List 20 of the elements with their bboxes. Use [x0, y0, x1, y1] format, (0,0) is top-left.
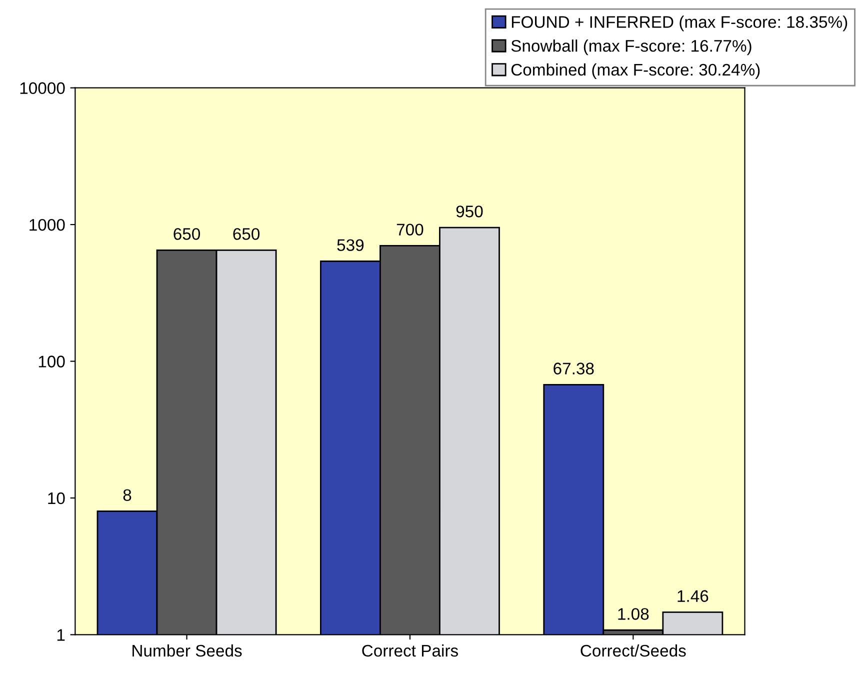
data-label: 67.38 — [554, 362, 594, 374]
y-tick-label: 1 — [57, 629, 65, 641]
y-tick-label: 100 — [38, 356, 65, 368]
data-label: 650 — [174, 228, 200, 240]
x-tick-label: Correct/Seeds — [580, 644, 686, 657]
data-label: 650 — [233, 228, 260, 240]
x-tick-label: Number Seeds — [132, 644, 242, 657]
data-label: 539 — [337, 239, 364, 252]
data-label: 700 — [396, 224, 424, 236]
x-tick-label: Correct Pairs — [362, 644, 458, 657]
y-tick-label: 10 — [48, 492, 65, 504]
legend-label: Combined (max F-score: 30.24%) — [511, 63, 760, 79]
data-label: 8 — [123, 489, 132, 501]
legend-label: Snowball (max F-score: 16.77%) — [511, 40, 752, 56]
y-tick-label: 1000 — [30, 218, 65, 231]
data-label: 950 — [456, 206, 483, 218]
data-label: 1.08 — [618, 608, 649, 620]
data-label: 1.46 — [678, 590, 708, 602]
legend-label: FOUND + INFERRED (max F-score: 18.35%) — [512, 16, 848, 32]
y-tick-label: 10000 — [20, 82, 65, 94]
